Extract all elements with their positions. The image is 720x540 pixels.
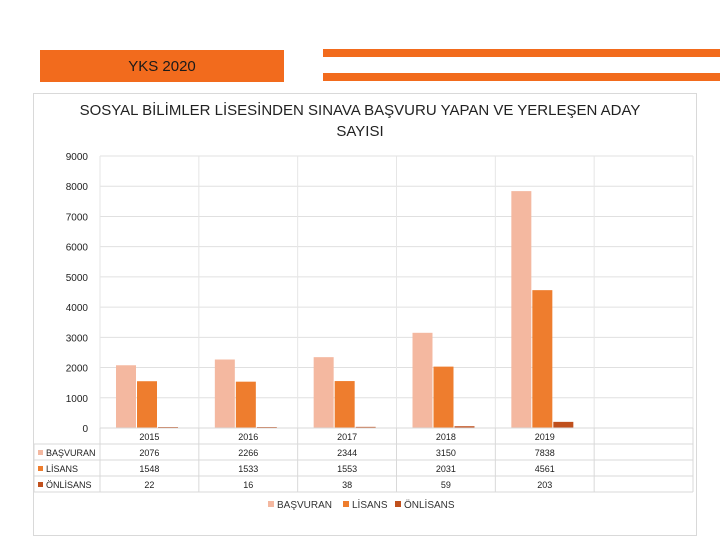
y-tick-label: 9000 — [66, 152, 89, 163]
data-label: 4561 — [535, 464, 555, 474]
y-tick-label: 3000 — [66, 333, 89, 344]
x-tick-label: 2018 — [436, 432, 456, 442]
bar-başvuran-2017 — [313, 357, 334, 428]
y-tick-label: 7000 — [66, 212, 89, 223]
chart-title: SOSYAL BİLİMLER LİSESİNDEN SINAVA BAŞVUR… — [79, 102, 641, 140]
legend-entry: BAŞVURAN — [277, 500, 332, 511]
legend-swatch-0 — [268, 501, 274, 507]
data-label: 2266 — [238, 448, 258, 458]
bar-önli̇sans-2017 — [355, 426, 376, 428]
bar-önli̇sans-2018 — [454, 426, 475, 428]
bar-li̇sans-2015 — [137, 381, 157, 428]
decorative-bar-top — [323, 49, 720, 57]
slide-title-banner: YKS 2020 — [40, 50, 284, 82]
table-row-label: BAŞVURAN — [46, 448, 96, 458]
y-tick-label: 0 — [82, 424, 88, 435]
x-tick-label: 2017 — [337, 432, 357, 442]
data-label: 2031 — [436, 464, 456, 474]
x-tick-label: 2016 — [238, 432, 258, 442]
data-label: 1548 — [139, 464, 159, 474]
y-tick-label: 8000 — [66, 182, 89, 193]
data-label: 38 — [342, 480, 352, 490]
legend-swatch-2 — [395, 501, 401, 507]
y-tick-label: 1000 — [66, 394, 89, 405]
slide-title: YKS 2020 — [128, 57, 196, 75]
y-tick-label: 6000 — [66, 243, 89, 254]
legend-key-0 — [38, 450, 43, 455]
data-label: 59 — [441, 480, 451, 490]
bar-li̇sans-2016 — [235, 381, 256, 428]
bar-li̇sans-2018 — [433, 366, 454, 428]
table-row-label: LİSANS — [46, 464, 78, 474]
bar-önli̇sans-2019 — [553, 421, 574, 428]
legend-entry: LİSANS — [352, 498, 388, 511]
data-label: 3150 — [436, 448, 456, 458]
x-tick-label: 2015 — [139, 432, 159, 442]
bar-li̇sans-2017 — [334, 381, 355, 428]
data-label: 22 — [144, 480, 154, 490]
legend-key-1 — [38, 466, 43, 471]
data-label: 203 — [537, 480, 552, 490]
bar-li̇sans-2019 — [532, 290, 553, 428]
legend-entry: ÖNLİSANS — [404, 498, 455, 511]
y-tick-label: 2000 — [66, 364, 89, 375]
data-label: 1533 — [238, 464, 258, 474]
bar-başvuran-2018 — [412, 332, 433, 428]
x-tick-label: 2019 — [535, 432, 555, 442]
data-label: 2076 — [139, 448, 159, 458]
data-label: 7838 — [535, 448, 555, 458]
table-row-label: ÖNLİSANS — [46, 480, 92, 490]
bar-başvuran-2016 — [214, 359, 235, 428]
y-tick-label: 4000 — [66, 303, 89, 314]
data-label: 2344 — [337, 448, 357, 458]
bar-başvuran-2015 — [116, 365, 136, 428]
legend-swatch-1 — [343, 501, 349, 507]
data-label: 16 — [243, 480, 253, 490]
bar-başvuran-2019 — [511, 191, 532, 428]
legend-key-2 — [38, 482, 43, 487]
chart-frame — [33, 93, 697, 536]
data-label: 1553 — [337, 464, 357, 474]
y-tick-label: 5000 — [66, 273, 89, 284]
decorative-bar-bottom — [323, 73, 720, 81]
